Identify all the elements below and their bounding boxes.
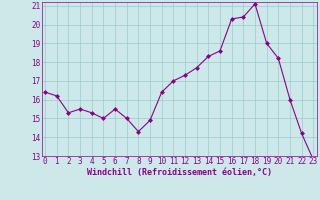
X-axis label: Windchill (Refroidissement éolien,°C): Windchill (Refroidissement éolien,°C) — [87, 168, 272, 177]
